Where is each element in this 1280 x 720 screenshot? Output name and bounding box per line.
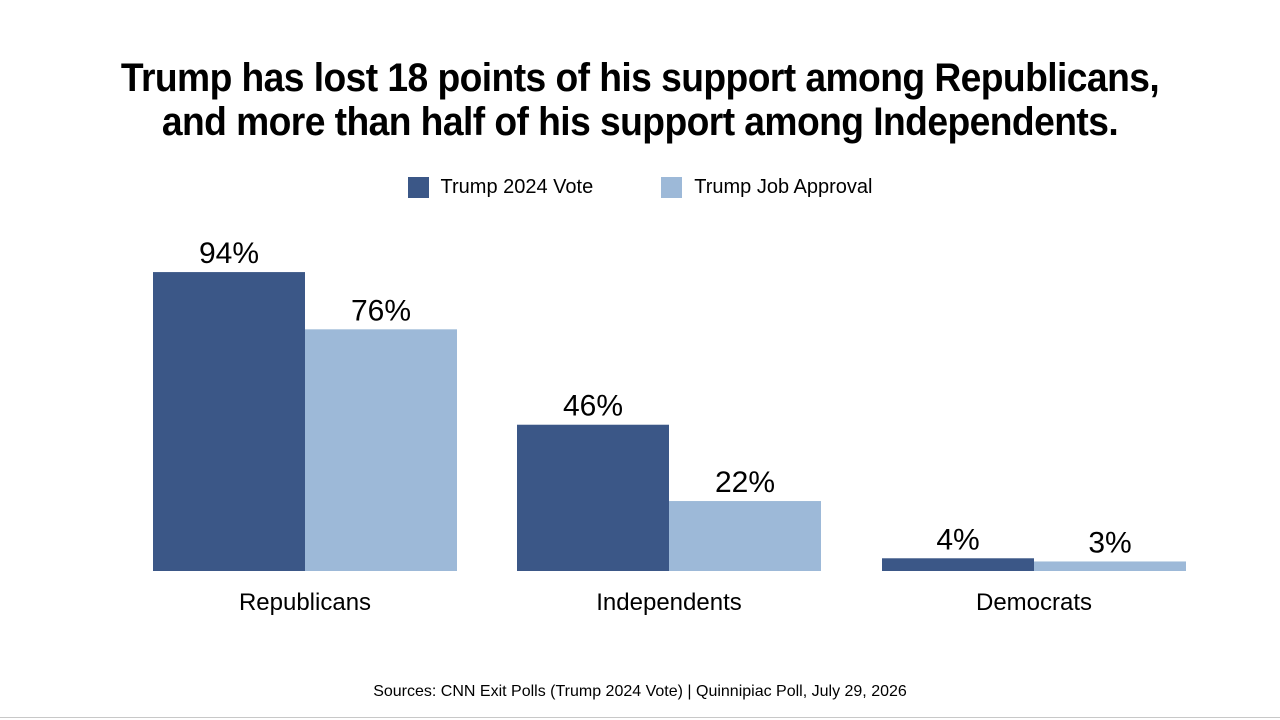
source-note: Sources: CNN Exit Polls (Trump 2024 Vote…	[373, 683, 907, 700]
data-label-democrats-trump-job-approval: 3%	[1088, 526, 1131, 559]
bottom-divider	[0, 717, 1280, 718]
data-label-republicans-trump-job-approval: 76%	[351, 294, 411, 327]
chart-title: Trump has lost 18 points of his support …	[45, 56, 1235, 144]
bar-independents-trump-2024-vote	[517, 424, 669, 571]
legend-item-approval: Trump Job Approval	[661, 176, 872, 199]
data-label-republicans-trump-2024-vote: 94%	[199, 237, 259, 270]
chart-legend: Trump 2024 Vote Trump Job Approval	[0, 176, 1280, 199]
bar-democrats-trump-job-approval	[1034, 561, 1186, 571]
data-label-independents-trump-2024-vote: 46%	[563, 390, 623, 423]
legend-swatch-vote	[407, 177, 429, 198]
bar-independents-trump-job-approval	[669, 501, 821, 571]
chart-title-line-1: Trump has lost 18 points of his support …	[120, 56, 1160, 100]
chart-title-line-2: and more than half of his support among …	[161, 100, 1119, 144]
bar-democrats-trump-2024-vote	[882, 558, 1034, 571]
category-label-independents: Independents	[596, 589, 741, 616]
data-label-independents-trump-job-approval: 22%	[715, 466, 775, 499]
bar-republicans-trump-job-approval	[305, 329, 457, 571]
legend-label-approval: Trump Job Approval	[694, 176, 873, 198]
legend-label-vote: Trump 2024 Vote	[440, 176, 594, 198]
bar-republicans-trump-2024-vote	[153, 272, 305, 571]
category-label-republicans: Republicans	[239, 589, 371, 616]
legend-swatch-approval	[661, 177, 683, 198]
category-label-democrats: Democrats	[976, 589, 1092, 616]
legend-item-vote: Trump 2024 Vote	[407, 176, 594, 199]
data-label-democrats-trump-2024-vote: 4%	[936, 523, 979, 556]
